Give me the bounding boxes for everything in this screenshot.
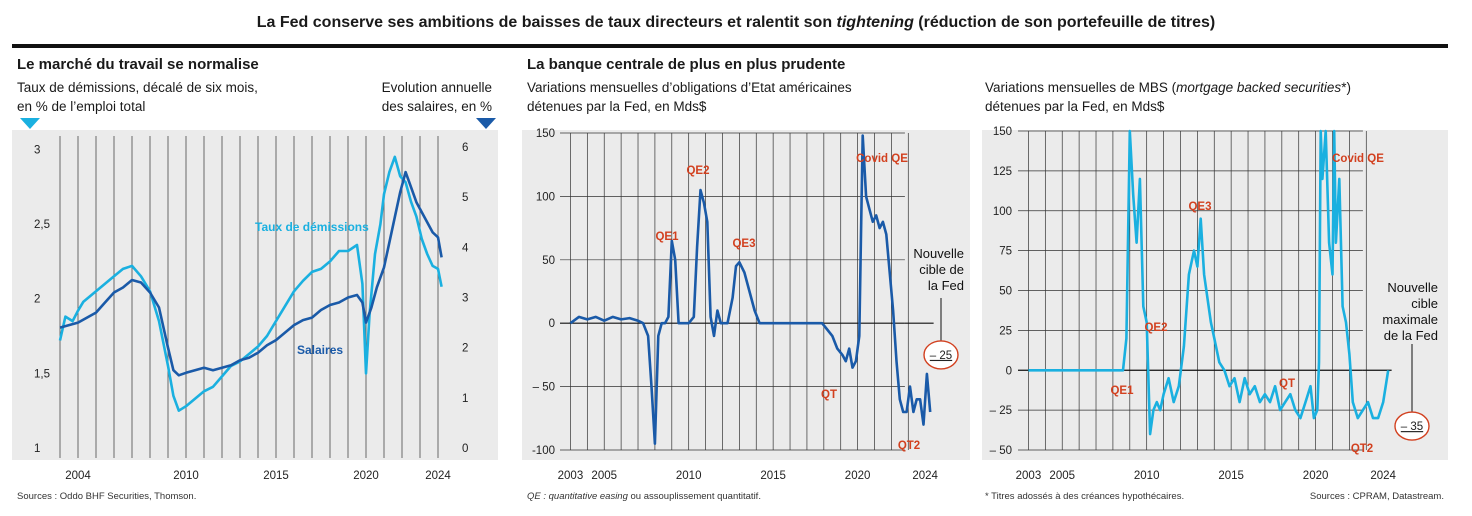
mbs-chart-x-tick-label: 2024 xyxy=(1370,470,1396,482)
labor-left-tick-label: 2 xyxy=(34,294,40,306)
treasury-chart-annotation: QE1 xyxy=(655,231,679,243)
treasury-chart-annotation: QT xyxy=(821,389,837,401)
treasury-subtitle-2: détenues par la Fed, en Mds$ xyxy=(527,99,707,114)
fed-source: Sources : CPRAM, Datastream. xyxy=(1309,491,1444,502)
labor-panel-title: Le marché du travail se normalise xyxy=(17,56,259,73)
labor-x-tick-label: 2024 xyxy=(425,470,451,482)
mbs-chart-y-tick-label: 100 xyxy=(993,206,1012,218)
treasury-chart-x-tick-label: 2010 xyxy=(676,470,702,482)
mbs-subtitle-2: détenues par la Fed, en Mds$ xyxy=(985,99,1165,114)
labor-right-subtitle-1: Evolution annuelle xyxy=(381,80,492,95)
mbs-chart-target-label: Nouvelle xyxy=(1387,280,1438,295)
treasury-chart-series-line xyxy=(569,134,932,445)
mbs-chart-target-circle xyxy=(1394,411,1430,441)
labor-right-tick-label: 5 xyxy=(462,192,468,204)
mbs-chart-annotation: Covid QE xyxy=(1332,153,1384,165)
right-axis-triangle-icon xyxy=(476,118,496,129)
treasury-chart-y-tick-label: 0 xyxy=(549,318,555,330)
mbs-chart-x-tick-label: 2010 xyxy=(1134,470,1160,482)
mbs-chart-y-tick-label: – 25 xyxy=(990,405,1012,417)
treasury-subtitle-1: Variations mensuelles d’obligations d’Et… xyxy=(527,80,852,95)
labor-chart: 1 1,5 2 2,5 3 0 1 2 3 4 5 6 2004 2010 2015 2020 2024 Taux… xyxy=(12,118,498,482)
labor-left-tick-label: 1 xyxy=(34,443,40,455)
treasury-chart-background xyxy=(522,130,970,460)
labor-left-tick-label: 3 xyxy=(34,144,40,156)
treasury-chart-annotation: Covid QE xyxy=(856,153,908,165)
labor-left-tick-label: 1,5 xyxy=(34,368,50,380)
main-title: La Fed conserve ses ambitions de baisses… xyxy=(256,14,1216,31)
series-line-quits xyxy=(58,155,443,412)
mbs-chart-target-value: – 35 xyxy=(1401,421,1423,433)
treasury-chart-y-tick-label: -100 xyxy=(532,445,555,457)
labor-plot-background xyxy=(12,130,498,460)
mbs-footnote: * Titres adossés à des créances hypothéc… xyxy=(985,491,1185,502)
labor-source: Sources : Oddo BHF Securities, Thomson. xyxy=(17,491,197,502)
labor-right-tick-label: 2 xyxy=(462,343,468,355)
left-axis-triangle-icon xyxy=(20,118,40,129)
treasury-chart-annotation: QT2 xyxy=(898,440,920,452)
mbs-chart-y-tick-label: 125 xyxy=(993,166,1012,178)
legend-wages: Salaires xyxy=(297,343,343,357)
mbs-chart-y-tick-label: – 50 xyxy=(990,445,1012,457)
mbs-chart-x-tick-label: 2015 xyxy=(1218,470,1244,482)
mbs-chart-annotation: QE1 xyxy=(1110,385,1134,397)
mbs-chart-x-tick-label: 2003 xyxy=(1016,470,1042,482)
mbs-chart-annotation: QE3 xyxy=(1188,201,1211,213)
mbs-chart-target-label: maximale xyxy=(1382,312,1438,327)
treasury-chart-x-tick-label: 2003 xyxy=(558,470,584,482)
mbs-chart-annotation: QT2 xyxy=(1351,443,1373,455)
labor-x-tick-label: 2004 xyxy=(65,470,91,482)
mbs-chart-x-tick-label: 2020 xyxy=(1303,470,1329,482)
mbs-chart-y-tick-label: 150 xyxy=(993,126,1012,138)
treasury-chart-target-label: Nouvelle xyxy=(913,246,964,261)
labor-x-tick-label: 2010 xyxy=(173,470,199,482)
labor-right-tick-label: 1 xyxy=(462,393,468,405)
mbs-subtitle-1: Variations mensuelles de MBS (mortgage b… xyxy=(985,80,1351,95)
mbs-chart-y-tick-label: 75 xyxy=(999,246,1012,258)
labor-left-subtitle-1: Taux de démissions, décalé de six mois, xyxy=(17,80,258,95)
mbs-chart-y-tick-label: 50 xyxy=(999,286,1012,298)
treasury-chart-target-circle xyxy=(923,340,959,370)
mbs-chart-series-line xyxy=(1028,129,1390,436)
mbs-chart-annotation: QE2 xyxy=(1144,322,1167,334)
labor-right-tick-label: 6 xyxy=(462,142,468,154)
treasury-chart-y-tick-label: 150 xyxy=(536,128,555,140)
mbs-chart-annotation: QT xyxy=(1279,378,1295,390)
mbs-chart-target-label: cible xyxy=(1411,296,1438,311)
labor-x-tick-label: 2015 xyxy=(263,470,289,482)
labor-right-tick-label: 4 xyxy=(462,242,469,254)
qe-note: QE : quantitative easing ou assouplissem… xyxy=(527,491,761,502)
series-line-wages xyxy=(59,170,443,377)
mbs-chart-background xyxy=(982,130,1448,460)
title-rule xyxy=(12,44,1448,48)
labor-left-subtitle-2: en % de l’emploi total xyxy=(17,99,146,114)
labor-x-tick-label: 2020 xyxy=(353,470,379,482)
mbs-chart-y-tick-label: 25 xyxy=(999,325,1012,337)
treasury-chart-y-tick-label: 50 xyxy=(542,255,555,267)
treasury-chart-annotation: QE3 xyxy=(732,238,755,250)
mbs-chart-x-tick-label: 2005 xyxy=(1049,470,1075,482)
fed-panel-title: La banque centrale de plus en plus prude… xyxy=(527,56,846,73)
treasury-chart-x-tick-label: 2015 xyxy=(760,470,786,482)
treasury-chart-x-tick-label: 2020 xyxy=(845,470,871,482)
labor-right-subtitle-2: des salaires, en % xyxy=(381,99,492,114)
treasury-chart-x-tick-label: 2005 xyxy=(591,470,617,482)
mbs-chart-target-label: de la Fed xyxy=(1384,328,1438,343)
treasury-chart-y-tick-label: 100 xyxy=(536,191,555,203)
treasury-chart-target-label: cible de xyxy=(919,262,964,277)
treasury-chart-target-label: la Fed xyxy=(928,278,964,293)
treasury-chart-annotation: QE2 xyxy=(686,165,709,177)
labor-right-tick-label: 3 xyxy=(462,293,468,305)
treasury-chart-x-tick-label: 2024 xyxy=(912,470,938,482)
treasury-chart-y-tick-label: – 50 xyxy=(533,382,555,394)
mbs-chart: 150 125 100 75 50 25 0 – 25 – 50 – 35 Nouvellecibl… xyxy=(982,126,1448,482)
labor-left-tick-label: 2,5 xyxy=(34,219,50,231)
legend-quits-rate: Taux de démissions xyxy=(255,220,369,234)
labor-right-tick-label: 0 xyxy=(462,443,468,455)
mbs-chart-y-tick-label: 0 xyxy=(1006,365,1012,377)
treasury-chart-target-value: – 25 xyxy=(930,350,952,362)
